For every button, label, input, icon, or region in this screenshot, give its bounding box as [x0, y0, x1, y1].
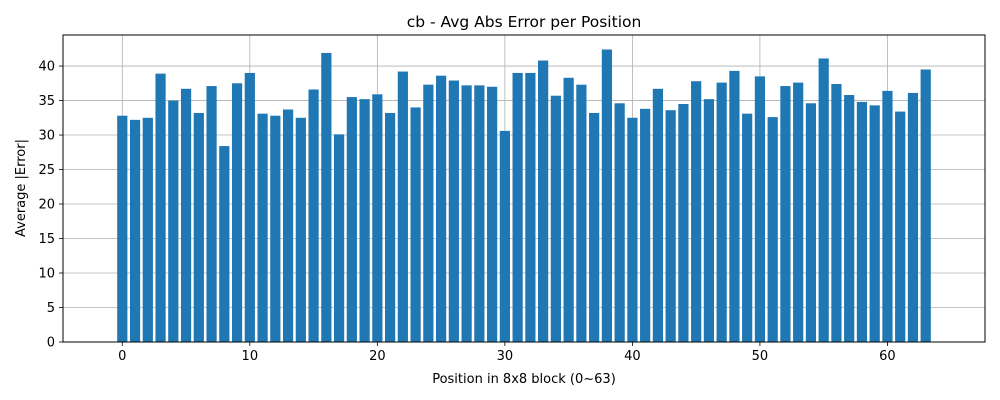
bar: [907, 92, 919, 342]
bar: [729, 70, 740, 343]
bar: [818, 58, 829, 343]
y-tick-label: 10: [38, 267, 55, 282]
bar: [384, 112, 396, 342]
bar: [423, 84, 434, 343]
bar: [640, 108, 651, 342]
bar: [576, 84, 587, 343]
y-tick-label: 25: [38, 163, 55, 178]
bar: [372, 94, 383, 342]
bar: [257, 113, 268, 343]
y-tick-label: 15: [38, 232, 55, 247]
bar: [869, 105, 880, 343]
axis-ticks: 0 10 20 30 40 50 60 0 5 10 15 20 25 30 35 40: [38, 60, 895, 364]
y-tick-label: 20: [38, 198, 55, 213]
y-tick-label: 35: [38, 94, 55, 109]
chart-title: cb - Avg Abs Error per Position: [407, 13, 642, 31]
bar: [652, 88, 664, 342]
x-tick-label: 30: [497, 349, 514, 364]
bar: [206, 86, 217, 342]
bar: [601, 49, 612, 342]
x-tick-label: 50: [752, 349, 769, 364]
bar: [117, 115, 128, 342]
bar: [665, 110, 676, 342]
bar: [780, 86, 791, 342]
bar: [767, 117, 778, 343]
bar: [448, 80, 459, 342]
bar: [282, 109, 294, 342]
x-tick-label: 40: [624, 349, 641, 364]
bar: [436, 75, 447, 342]
bar: [487, 86, 498, 342]
y-axis-title: Average |Error|: [14, 139, 29, 237]
bar: [168, 100, 179, 342]
bar: [627, 117, 638, 342]
bar: [308, 89, 319, 342]
bar: [793, 82, 804, 343]
bar: [499, 130, 510, 342]
bar: [231, 83, 243, 342]
bar: [678, 103, 689, 342]
bar: [512, 72, 523, 342]
bars: [117, 49, 931, 343]
bar: [895, 111, 906, 342]
bar: [359, 99, 370, 343]
bar: [333, 134, 345, 342]
bar: [244, 72, 255, 342]
bar: [589, 112, 600, 342]
y-tick-label: 5: [47, 301, 55, 316]
x-tick-label: 10: [242, 349, 259, 364]
bar: [142, 117, 153, 342]
bar: [321, 52, 332, 343]
bar: [882, 90, 893, 343]
x-tick-label: 20: [369, 349, 386, 364]
bar: [525, 72, 536, 342]
bar: [716, 82, 727, 343]
x-tick-label: 0: [118, 349, 126, 364]
y-tick-label: 40: [38, 60, 55, 75]
bar: [754, 76, 766, 343]
bar: [295, 117, 306, 342]
bar: [474, 85, 485, 342]
bar: [563, 77, 574, 342]
y-tick-label: 30: [38, 129, 55, 144]
bar: [270, 115, 281, 342]
bar: [410, 107, 421, 342]
bar: [346, 97, 357, 342]
bar: [805, 103, 817, 342]
y-tick-label: 0: [47, 336, 55, 351]
bar: [920, 69, 931, 342]
bar: [155, 73, 166, 343]
x-axis-title: Position in 8x8 block (0~63): [432, 372, 616, 387]
bar: [461, 85, 472, 342]
x-tick-label: 60: [879, 349, 896, 364]
bar: [129, 119, 141, 343]
bar: [614, 103, 625, 342]
bar: [691, 81, 702, 342]
bar: [538, 60, 549, 342]
bar: [742, 113, 753, 343]
bar: [844, 95, 855, 342]
bar: [856, 101, 868, 342]
bar: [193, 112, 204, 342]
bar: [550, 95, 561, 342]
bar: [219, 146, 230, 342]
bar: [180, 88, 192, 342]
bar: [397, 71, 408, 343]
bar: [831, 83, 842, 342]
plot-frame: [62, 34, 986, 343]
bar: [703, 99, 715, 343]
